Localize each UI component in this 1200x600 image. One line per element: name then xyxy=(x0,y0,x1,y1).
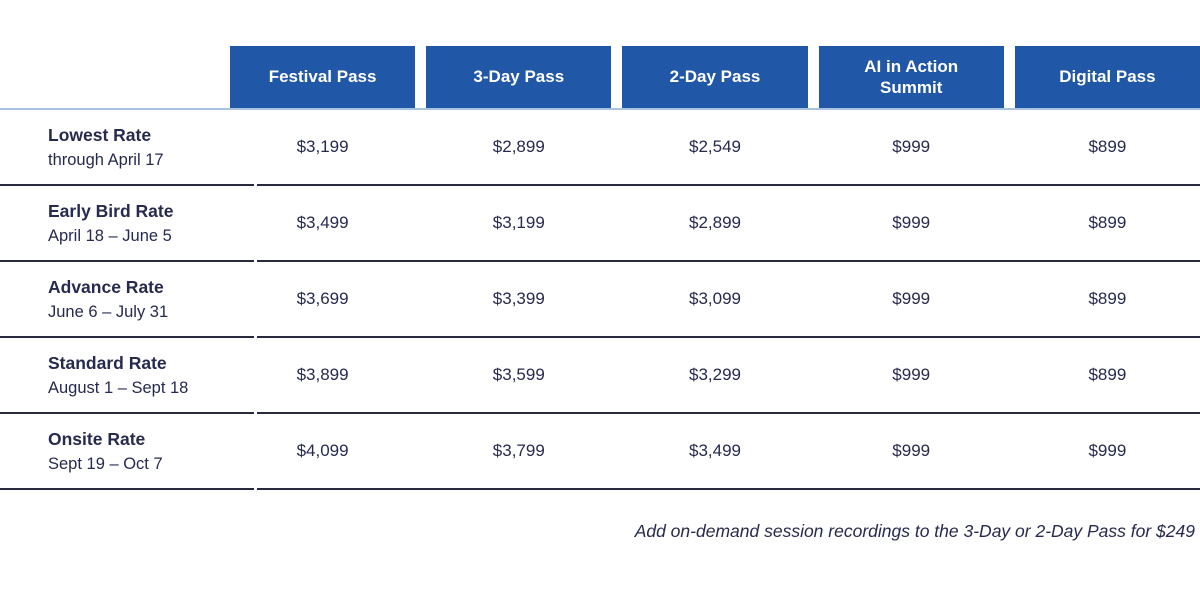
rate-dates: through April 17 xyxy=(48,150,164,169)
price-cell: $3,899 xyxy=(296,365,349,384)
rate-dates: June 6 – July 31 xyxy=(48,302,169,321)
price-cell: $2,899 xyxy=(492,137,545,156)
price-cell: $3,599 xyxy=(492,365,545,384)
row-label: Early Bird Rate April 18 – June 5 xyxy=(0,198,219,249)
price-cell: $3,699 xyxy=(296,289,349,308)
table-row-early-bird-rate: Early Bird Rate April 18 – June 5 $3,499… xyxy=(0,186,1200,262)
price-cell: $2,549 xyxy=(688,137,741,156)
column-header-festival-pass: Festival Pass xyxy=(230,46,416,108)
price-cell: $3,099 xyxy=(688,289,741,308)
price-cell: $999 xyxy=(892,289,931,308)
rate-name: Onsite Rate xyxy=(48,428,146,449)
rate-dates: August 1 – Sept 18 xyxy=(48,378,189,397)
table-row-onsite-rate: Onsite Rate Sept 19 – Oct 7 $4,099 $3,79… xyxy=(0,414,1200,490)
table-row-lowest-rate: Lowest Rate through April 17 $3,199 $2,8… xyxy=(0,110,1200,186)
price-cell: $2,899 xyxy=(688,213,741,232)
row-label: Onsite Rate Sept 19 – Oct 7 xyxy=(0,426,219,477)
price-cell: $899 xyxy=(1088,289,1127,308)
rate-name: Advance Rate xyxy=(48,276,164,297)
rate-name: Standard Rate xyxy=(48,352,167,373)
price-cell: $999 xyxy=(892,441,931,460)
table-body: Lowest Rate through April 17 $3,199 $2,8… xyxy=(0,110,1200,490)
column-header-2-day-pass: 2-Day Pass xyxy=(622,46,808,108)
price-cell: $3,499 xyxy=(296,213,349,232)
row-label: Lowest Rate through April 17 xyxy=(0,122,219,173)
row-label: Standard Rate August 1 – Sept 18 xyxy=(0,350,219,401)
price-cell: $899 xyxy=(1088,137,1127,156)
row-label: Advance Rate June 6 – July 31 xyxy=(0,274,219,325)
table-header-row: Festival Pass 3-Day Pass 2-Day Pass AI i… xyxy=(0,46,1200,110)
column-header-3-day-pass: 3-Day Pass xyxy=(426,46,612,108)
table-row-standard-rate: Standard Rate August 1 – Sept 18 $3,899 … xyxy=(0,338,1200,414)
price-cell: $899 xyxy=(1088,213,1127,232)
price-cell: $899 xyxy=(1088,365,1127,384)
rate-name: Lowest Rate xyxy=(48,124,152,145)
price-cell: $3,199 xyxy=(492,213,545,232)
price-cell: $3,799 xyxy=(492,441,545,460)
rate-name: Early Bird Rate xyxy=(48,200,174,221)
price-cell: $3,499 xyxy=(688,441,741,460)
table-row-advance-rate: Advance Rate June 6 – July 31 $3,699 $3,… xyxy=(0,262,1200,338)
column-header-digital-pass: Digital Pass xyxy=(1014,46,1200,108)
header-spacer xyxy=(0,46,219,108)
rate-dates: April 18 – June 5 xyxy=(48,226,172,245)
price-cell: $4,099 xyxy=(296,441,349,460)
column-header-ai-in-action-summit: AI in Action Summit xyxy=(818,46,1004,108)
footnote: Add on-demand session recordings to the … xyxy=(634,521,1195,541)
price-cell: $3,299 xyxy=(688,365,741,384)
price-cell: $999 xyxy=(892,365,931,384)
price-cell: $999 xyxy=(892,213,931,232)
price-cell: $3,399 xyxy=(492,289,545,308)
price-cell: $999 xyxy=(1088,441,1127,460)
price-cell: $3,199 xyxy=(296,137,349,156)
pricing-table-page: Festival Pass 3-Day Pass 2-Day Pass AI i… xyxy=(0,46,1200,600)
rate-dates: Sept 19 – Oct 7 xyxy=(48,454,163,473)
price-cell: $999 xyxy=(892,137,931,156)
